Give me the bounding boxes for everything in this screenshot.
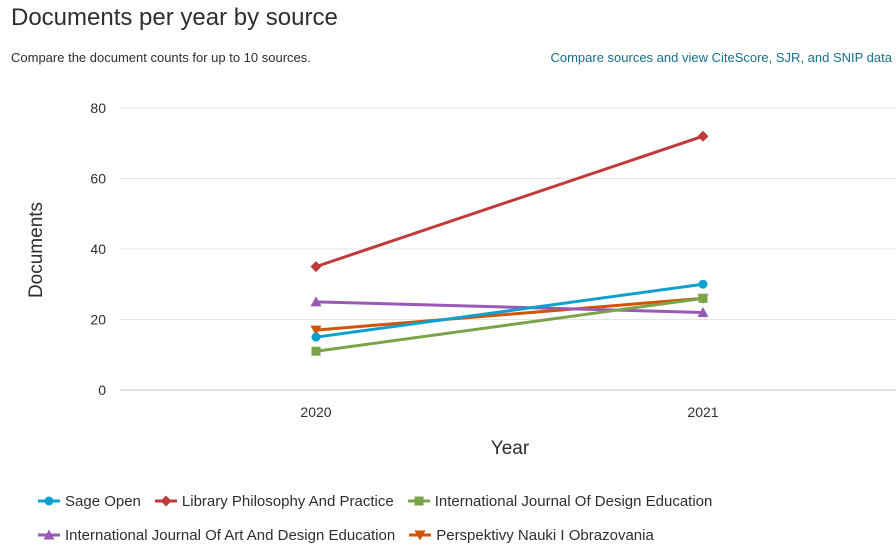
x-tick-label: 2020 (300, 404, 331, 420)
legend-item-sage-open[interactable]: Sage Open (38, 493, 141, 510)
series-line-perspektivy-nauki-i-obrazovania (315, 296, 704, 332)
page-title: Documents per year by source (11, 4, 338, 31)
legend-item-library-philosophy-and-practice[interactable]: Library Philosophy And Practice (154, 492, 394, 510)
data-point-library-philosophy-and-practice[interactable] (697, 130, 709, 142)
data-point-sage-open[interactable] (698, 279, 708, 289)
chart-legend: Sage Open Library Philosophy And Practice… (38, 484, 888, 552)
data-point-sage-open[interactable] (311, 332, 321, 342)
legend-row: International Journal Of Art And Design … (38, 518, 888, 552)
series-line-sage-open (315, 282, 704, 339)
y-tick-label: 60 (90, 171, 106, 187)
legend-marker-icon (38, 529, 60, 540)
legend-item-international-journal-of-art-and-design-education[interactable]: International Journal Of Art And Design … (38, 527, 395, 544)
y-tick-label: 40 (90, 241, 106, 257)
x-axis-title: Year (491, 438, 530, 459)
legend-marker-icon (409, 530, 432, 541)
legend-item-perspektivy-nauki-i-obrazovania[interactable]: Perspektivy Nauki I Obrazovania (409, 527, 654, 544)
data-point-international-journal-of-art-and-design-education[interactable] (310, 296, 322, 307)
data-point-perspektivy-nauki-i-obrazovania[interactable] (310, 325, 322, 336)
legend-marker-icon (38, 496, 60, 506)
legend-label: Library Philosophy And Practice (181, 492, 394, 510)
series-line-international-journal-of-design-education (315, 296, 704, 353)
data-point-international-journal-of-design-education[interactable] (311, 346, 321, 356)
data-point-library-philosophy-and-practice[interactable] (310, 261, 322, 273)
legend-label: International Journal Of Design Educatio… (434, 492, 713, 510)
legend-marker-icon (154, 495, 177, 507)
compare-sources-link[interactable]: Compare sources and view CiteScore, SJR,… (550, 50, 892, 65)
legend-marker-icon (407, 496, 430, 506)
page-subtitle: Compare the document counts for up to 10… (11, 50, 311, 65)
x-tick-label: 2021 (687, 404, 718, 420)
legend-row: Sage Open Library Philosophy And Practice… (38, 484, 888, 518)
documents-line-chart: 0 20 40 60 80 2020 2021 Year Documents (26, 100, 896, 459)
series-line-international-journal-of-art-and-design-education (315, 300, 704, 314)
legend-label: International Journal Of Art And Design … (65, 526, 396, 544)
legend-item-international-journal-of-design-education[interactable]: International Journal Of Design Educatio… (407, 492, 713, 510)
series-line-library-philosophy-and-practice (315, 134, 704, 269)
y-axis-title: Documents (26, 202, 47, 298)
legend-label: Perspektivy Nauki I Obrazovania (436, 526, 654, 544)
data-point-international-journal-of-art-and-design-education[interactable] (697, 306, 709, 317)
y-tick-label: 20 (90, 312, 106, 328)
y-tick-label: 0 (98, 382, 106, 398)
legend-label: Sage Open (65, 492, 141, 510)
data-point-international-journal-of-design-education[interactable] (698, 293, 708, 303)
y-tick-label: 80 (90, 100, 106, 116)
